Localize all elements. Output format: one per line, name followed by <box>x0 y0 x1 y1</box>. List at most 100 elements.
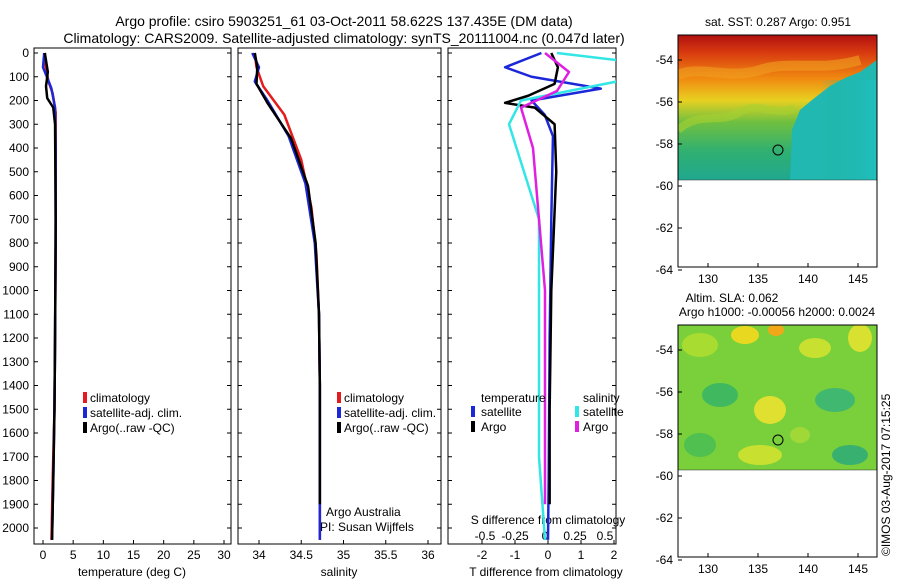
depth-tick-label: 1400 <box>2 379 29 393</box>
map-x-tick-label: 130 <box>698 272 718 286</box>
sla-map-subtitle: Argo h1000: -0.00056 h2000: 0.0024 <box>679 305 875 319</box>
t-diff-x-tick-label: 1 <box>578 548 585 562</box>
map-y-tick-label: -64 <box>656 553 674 567</box>
t-diff-x-tick-label: 0 <box>545 548 552 562</box>
map-y-tick-label: -58 <box>656 427 674 441</box>
depth-tick-label: 0 <box>22 46 29 60</box>
map-y-tick-label: -60 <box>656 469 674 483</box>
temperature-x-tick-label: 25 <box>187 548 201 562</box>
sla-map-image <box>678 325 877 470</box>
depth-tick-label: 1500 <box>2 402 29 416</box>
map-x-tick-label: 135 <box>748 562 768 576</box>
legend-temp-satellite: satellite <box>481 405 522 419</box>
sla-blob <box>684 433 716 457</box>
temperature-x-tick-label: 5 <box>70 548 77 562</box>
salinity-x-tick-label: 35.5 <box>374 548 398 562</box>
sla-blob <box>848 325 872 352</box>
salinity-x-axis: 34 34.5 35 35.5 36 <box>252 540 435 562</box>
depth-tick-label: 700 <box>9 212 29 226</box>
temperature-x-tick-label: 10 <box>97 548 111 562</box>
depth-tick-label: 900 <box>9 260 29 274</box>
salinity-x-tick-label: 34.5 <box>290 548 314 562</box>
sst-map-frame <box>677 34 878 268</box>
temperature-x-tick-label: 0 <box>40 548 47 562</box>
sla-blob <box>832 445 868 465</box>
sla-blob <box>815 388 855 412</box>
map-x-tick-label: 145 <box>848 272 868 286</box>
difference-x-axis: -2 -1 0 1 2-0.5 -0.25 0 0.25 0.5 <box>475 529 618 562</box>
depth-tick-label: 2000 <box>2 521 29 535</box>
map-y-tick-label: -60 <box>656 179 674 193</box>
legend-climatology: climatology <box>344 391 404 405</box>
sla-blob <box>790 427 810 443</box>
map-y-tick-label: -62 <box>656 511 674 525</box>
depth-axis: 0 100 200 300 400 500 600 700 800 900 1000 1100 1200… <box>2 46 616 535</box>
depth-tick-label: 800 <box>9 236 29 250</box>
sla-blob <box>702 383 738 407</box>
difference-legend: temperature salinity satellite Argo sate… <box>471 391 624 434</box>
series-argo-raw-qc <box>43 52 57 540</box>
s-diff-tick-label: -0.25 <box>501 529 529 543</box>
legend-swatch-sal-satellite <box>575 406 579 417</box>
map-x-tick-label: 130 <box>698 562 718 576</box>
sla-map-title: Altim. SLA: 0.062 <box>686 291 779 305</box>
series-temperature-satellite <box>503 51 603 540</box>
depth-tick-label: 1000 <box>2 284 29 298</box>
legend-argo: Argo(..raw -QC) <box>344 421 429 435</box>
legend-swatch-temp-argo <box>471 421 475 432</box>
legend-swatch-climatology <box>337 392 341 403</box>
legend-swatch-argo <box>337 422 341 433</box>
depth-tick-label: 1800 <box>2 474 29 488</box>
legend-temp-argo: Argo <box>481 420 507 434</box>
map-y-tick-label: -56 <box>656 95 674 109</box>
temperature-lines <box>41 52 57 540</box>
legend-swatch-temp-satellite <box>471 406 475 417</box>
sst-warm-band <box>678 55 862 80</box>
legend-salinity-title: salinity <box>583 391 620 405</box>
s-diff-tick-label: -0.5 <box>475 529 496 543</box>
map-y-tick-label: -56 <box>656 385 674 399</box>
salinity-lines <box>251 52 322 540</box>
legend-sal-argo: Argo <box>583 420 609 434</box>
depth-tick-label: 500 <box>9 165 29 179</box>
depth-tick-label: 1600 <box>2 426 29 440</box>
series-argo-raw-qc <box>253 52 322 505</box>
depth-tick-label: 1900 <box>2 497 29 511</box>
depth-tick-label: 200 <box>9 94 29 108</box>
legend-sal-satellite: satellite <box>583 405 624 419</box>
salinity-xlabel: salinity <box>321 565 358 579</box>
map-x-tick-label: 135 <box>748 272 768 286</box>
map-y-tick-label: -58 <box>656 137 674 151</box>
legend-swatch-satellite <box>337 407 341 418</box>
salinity-panel-frame <box>237 47 442 545</box>
imos-timestamp: ©IMOS 03-Aug-2017 07:15:25 <box>879 393 893 556</box>
temperature-x-tick-label: 15 <box>127 548 141 562</box>
depth-tick-label: 300 <box>9 117 29 131</box>
sla-blob <box>738 445 782 465</box>
series-climatology <box>253 52 322 540</box>
map-x-tick-label: 140 <box>798 272 818 286</box>
argo-location-marker <box>772 434 784 446</box>
sla-blob <box>682 333 718 357</box>
depth-tick-label: 1700 <box>2 450 29 464</box>
sla-blob <box>754 396 786 424</box>
t-difference-xlabel: T difference from climatology <box>469 565 623 579</box>
difference-lines <box>503 51 616 540</box>
figure-title-line2: Climatology: CARS2009. Satellite-adjuste… <box>63 30 624 46</box>
sla-blob <box>768 325 784 336</box>
t-diff-x-tick-label: -1 <box>510 548 521 562</box>
series-satellite-adj-clim <box>251 52 322 540</box>
legend-swatch-argo <box>83 422 87 433</box>
legend-argo: Argo(..raw -QC) <box>90 421 175 435</box>
depth-tick-label: 1200 <box>2 331 29 345</box>
legend-temperature-title: temperature <box>481 391 546 405</box>
map-x-tick-label: 145 <box>848 562 868 576</box>
temperature-x-tick-label: 20 <box>157 548 171 562</box>
figure-title-line1: Argo profile: csiro 5903251_61 03-Oct-20… <box>115 13 572 29</box>
legend-swatch-climatology <box>83 392 87 403</box>
legend-satellite: satellite-adj. clim. <box>90 406 182 420</box>
salinity-x-tick-label: 35 <box>337 548 351 562</box>
temperature-xlabel: temperature (deg C) <box>78 565 186 579</box>
series-salinity-satellite <box>507 51 616 540</box>
